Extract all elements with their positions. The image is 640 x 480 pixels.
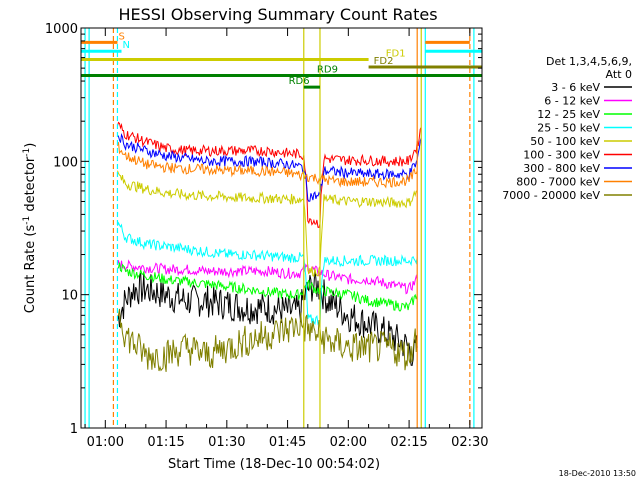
flag-label: S	[118, 31, 124, 42]
series-line	[117, 259, 418, 295]
legend-entry-label: 300 - 800 keV	[523, 162, 600, 175]
y-axis-label-part: detector	[23, 156, 38, 216]
y-tick-label: 1000	[45, 22, 78, 37]
legend-entry-label: 800 - 7000 keV	[516, 176, 600, 189]
series-line	[117, 121, 422, 228]
series-line	[117, 133, 422, 202]
legend-entry-label: 100 - 300 keV	[523, 149, 600, 162]
x-axis: 01:00 01:15 01:30 01:45 02:00 02:15 02:30	[84, 28, 489, 450]
x-axis-label: Start Time (18-Dec-10 00:54:02)	[168, 457, 380, 472]
flag-label: N	[123, 40, 130, 51]
series-line	[117, 170, 418, 277]
y-axis-label: Count Rate (s-1 detector-1)	[22, 143, 38, 314]
y-axis-label-part: Count Rate (s	[23, 225, 38, 314]
y-tick-label: 1	[70, 422, 78, 437]
chart-title: HESSI Observing Summary Count Rates	[118, 5, 437, 24]
legend-header-line-1: Det 1,3,4,5,6,9,	[546, 55, 632, 68]
legend-entry-label: 7000 - 20000 keV	[502, 189, 600, 202]
series-line	[117, 268, 418, 366]
legend-entry-label: 3 - 6 keV	[551, 81, 600, 94]
y-axis-label-part: )	[23, 143, 38, 148]
y-tick-label: 10	[61, 289, 78, 304]
flag-label: RD9	[317, 65, 338, 76]
legend-entry-label: 50 - 100 keV	[530, 135, 600, 148]
y-axis-label-superscript: -1	[22, 216, 32, 225]
vertical-markers-layer	[84, 28, 475, 428]
flag-label: FD2	[374, 56, 394, 67]
x-tick-label: 01:45	[269, 435, 306, 450]
x-tick-label: 02:15	[390, 435, 427, 450]
series-line	[117, 308, 418, 372]
legend-entry-label: 12 - 25 keV	[537, 108, 600, 121]
legend-entry-label: 25 - 50 keV	[537, 122, 600, 135]
y-tick-label: 100	[53, 155, 78, 170]
plot-frame	[80, 27, 483, 429]
legend-entry-label: 6 - 12 keV	[544, 95, 600, 108]
series-line	[117, 262, 418, 312]
x-tick-label: 02:30	[451, 435, 488, 450]
footer-timestamp: 18-Dec-2010 13:50	[559, 469, 636, 478]
series-line	[117, 142, 418, 189]
y-axis: 1 10 100 1000	[45, 22, 482, 437]
flag-label: FD1	[386, 49, 406, 60]
series-line	[117, 221, 418, 326]
x-tick-label: 01:30	[208, 435, 245, 450]
y-axis-label-superscript: -1	[22, 148, 32, 157]
flag-label: RD6	[289, 76, 310, 87]
x-tick-label: 01:15	[147, 435, 184, 450]
x-tick-label: 01:00	[87, 435, 124, 450]
legend-header-line-2: Att 0	[606, 68, 632, 81]
series-layer	[117, 121, 422, 372]
x-tick-label: 02:00	[330, 435, 367, 450]
